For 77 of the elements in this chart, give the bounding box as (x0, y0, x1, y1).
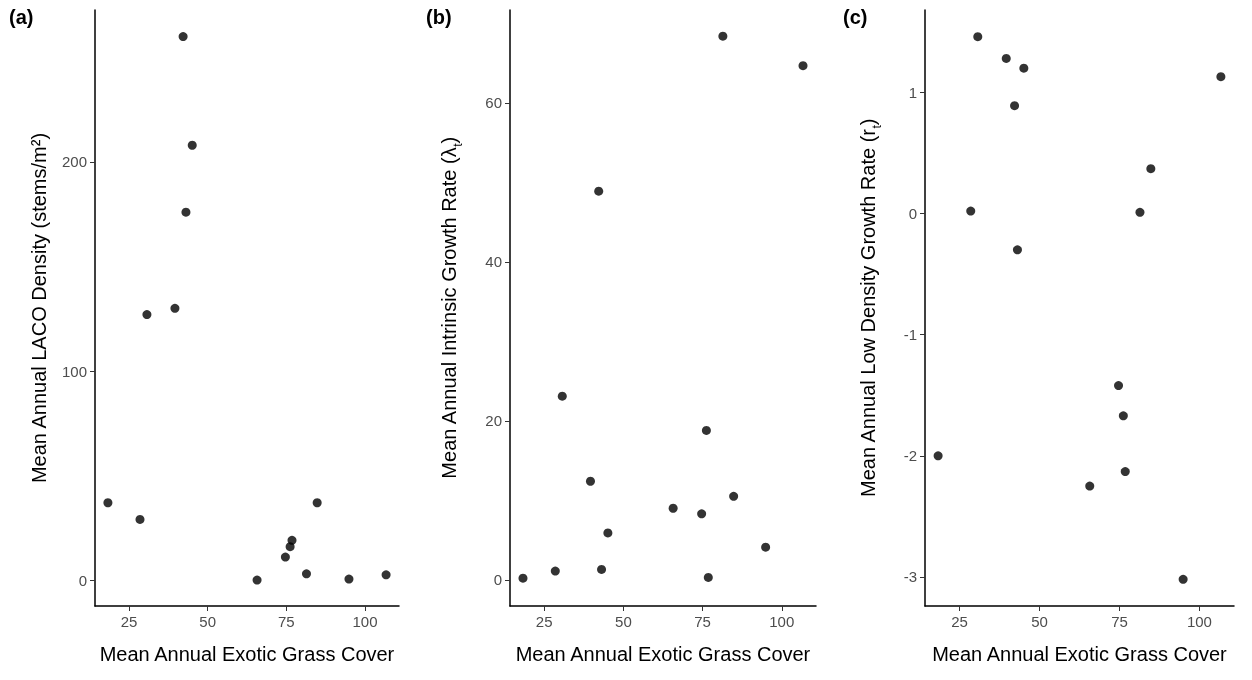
point (170, 303, 180, 313)
chart-title: (a) (9, 6, 34, 28)
x-tick-label: 50 (199, 613, 217, 630)
point (518, 573, 528, 583)
y-axis-title: Mean Annual LACO Density (stems/m²) (28, 132, 50, 484)
y-axis-title: Mean Annual Low Density Growth Rate (rt) (857, 118, 884, 497)
x-axis-title: Mean Annual Exotic Grass Cover (99, 643, 395, 665)
point (142, 310, 152, 320)
point (798, 61, 808, 71)
point (557, 391, 567, 401)
point (181, 207, 191, 217)
x-tick-label: 100 (352, 613, 378, 630)
x-tick-label: 75 (277, 613, 295, 630)
point (603, 528, 613, 538)
point (585, 476, 595, 486)
point (1146, 164, 1156, 174)
point (381, 570, 391, 580)
point (103, 498, 113, 508)
point (1178, 574, 1188, 584)
y-tick-label: 20 (485, 412, 502, 430)
y-tick-label: 200 (61, 153, 87, 171)
x-axis-title: Mean Annual Exotic Grass Cover (515, 643, 811, 665)
point (1010, 101, 1020, 111)
y-tick-label: 60 (485, 94, 502, 112)
x-tick-label: 50 (1031, 613, 1048, 630)
x-tick-label: 75 (694, 613, 711, 630)
point (344, 574, 354, 584)
point (312, 498, 322, 508)
x-tick-label: 75 (1111, 613, 1128, 630)
point (966, 206, 976, 216)
x-tick-label: 50 (615, 613, 632, 630)
point (135, 514, 145, 524)
y-tick-label: -1 (903, 326, 917, 344)
y-axis-title: Mean Annual Intrinsic Growth Rate (λt) (438, 136, 465, 479)
point (1019, 63, 1029, 73)
point (1012, 245, 1022, 255)
point (703, 572, 713, 582)
x-tick-label: 25 (120, 613, 138, 630)
point (280, 552, 290, 562)
y-tick-label: -3 (903, 568, 917, 586)
point (597, 564, 607, 574)
point (178, 32, 188, 42)
point (1001, 53, 1011, 63)
point (1114, 381, 1124, 391)
point (1135, 207, 1145, 217)
point (550, 566, 560, 576)
x-tick-label: 25 (535, 613, 553, 630)
point (1118, 411, 1128, 421)
x-tick-label: 100 (1186, 613, 1212, 630)
point (187, 140, 197, 150)
y-tick-label: 100 (61, 362, 87, 380)
chart-title: (b) (426, 6, 452, 28)
point (933, 451, 943, 461)
point (287, 535, 297, 545)
point (697, 509, 707, 519)
x-tick-label: 25 (951, 613, 968, 630)
y-tick-label: 0 (78, 571, 87, 589)
point (1216, 72, 1226, 82)
point (1120, 467, 1130, 477)
y-tick-label: 40 (485, 253, 502, 271)
x-tick-label: 100 (769, 613, 795, 630)
point (718, 31, 728, 41)
point (1085, 481, 1095, 491)
y-tick-label: -2 (903, 447, 917, 465)
y-tick-label: 0 (493, 571, 502, 589)
point (668, 503, 678, 513)
y-tick-label: 0 (908, 205, 917, 223)
point (761, 542, 771, 552)
point (729, 491, 739, 501)
x-axis-title: Mean Annual Exotic Grass Cover (932, 643, 1228, 665)
chart-title: (c) (843, 6, 868, 28)
y-tick-label: 1 (908, 83, 917, 101)
point (594, 186, 604, 196)
point (252, 575, 262, 585)
point (973, 32, 983, 42)
point (701, 425, 711, 435)
point (301, 569, 311, 579)
